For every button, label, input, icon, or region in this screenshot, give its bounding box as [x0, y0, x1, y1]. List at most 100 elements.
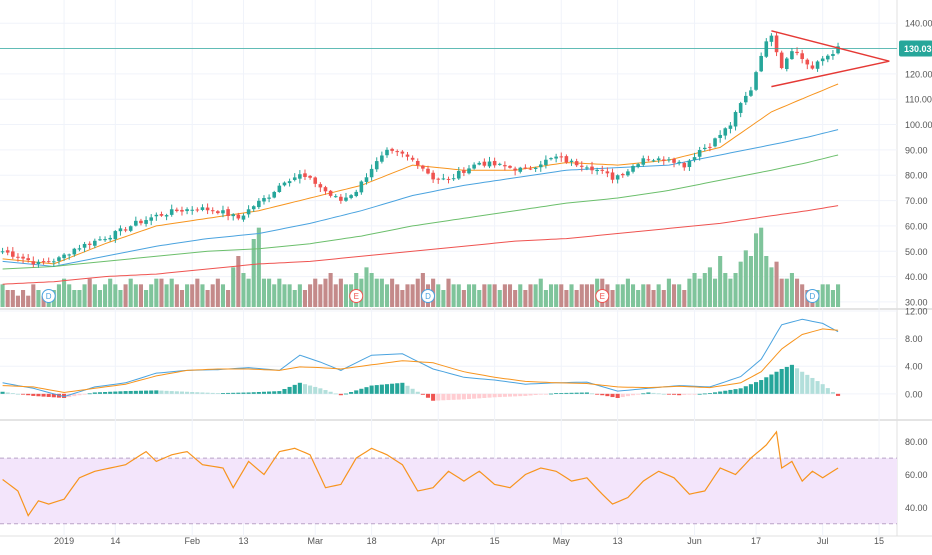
candle-body [559, 156, 564, 158]
candle-body [421, 165, 425, 169]
candle-body [677, 161, 681, 163]
volume-bar [723, 273, 728, 307]
candle-body [231, 214, 236, 217]
macd-histogram-bar [671, 393, 677, 395]
triangle-drawing[interactable] [771, 30, 890, 88]
macd-histogram-bar [548, 393, 554, 395]
macd-histogram-bar [630, 393, 636, 396]
event-marker[interactable] [349, 289, 364, 303]
candle-body [523, 167, 528, 169]
candle-body [72, 248, 77, 255]
macd-histogram-bar [226, 392, 231, 394]
event-marker[interactable] [41, 289, 56, 303]
volume-bar [651, 290, 656, 307]
candle-body [87, 243, 92, 245]
volume-bar [67, 284, 72, 307]
candle-body [98, 239, 102, 241]
candle-body [390, 148, 394, 151]
candle-body [503, 165, 507, 167]
event-label: E [354, 292, 359, 301]
volume-bar [574, 290, 579, 307]
volume-bar [702, 273, 707, 307]
time-tick-label: Mar [307, 536, 323, 546]
macd-histogram-bar [354, 390, 359, 394]
macd-histogram-bar [830, 391, 835, 394]
triangle-pattern-line [771, 30, 890, 88]
volume-bar [774, 261, 779, 307]
volume-bar [169, 278, 174, 307]
volume-bar [794, 278, 800, 307]
macd-histogram-bar [379, 384, 384, 394]
candle-body [810, 65, 815, 69]
candle-body [482, 161, 487, 166]
candle-body [282, 182, 287, 186]
signal-line [2, 328, 839, 394]
candle-body [595, 169, 599, 172]
candle-body [631, 166, 635, 172]
macd-histogram-bar [333, 393, 338, 395]
macd-histogram-bar [369, 385, 374, 394]
candle-body [128, 226, 133, 231]
event-marker[interactable] [595, 289, 610, 303]
volume-bar [830, 290, 835, 307]
macd-histogram-bar [128, 390, 133, 394]
macd-histogram-bar [113, 391, 118, 394]
candle-body [441, 178, 446, 180]
candle-body [702, 147, 707, 149]
volume-bar [564, 290, 569, 307]
candle-body [395, 151, 400, 153]
macd-histogram-bar [185, 391, 190, 394]
macd-histogram-bar [810, 377, 815, 394]
candle-body [303, 173, 307, 177]
volume-bar [646, 284, 651, 307]
volume-bar [133, 284, 138, 307]
candle-body [67, 254, 71, 256]
volume-bar [477, 290, 482, 307]
ma-20-line [2, 83, 839, 265]
volume-bar [282, 284, 287, 307]
candle-body [93, 240, 97, 246]
macd-histogram-bar [774, 371, 779, 394]
macd-histogram-bar [359, 388, 364, 394]
volume-bar [789, 273, 794, 307]
macd-histogram-bar [743, 386, 748, 394]
volume-bar [589, 284, 595, 307]
candle-body [144, 220, 148, 224]
volume-bar [97, 290, 103, 307]
candle-body [251, 206, 256, 210]
time-tick-label: Jun [687, 536, 702, 546]
macd-histogram-bar [179, 391, 185, 394]
candle-body [697, 150, 702, 157]
volume-bar [420, 273, 425, 307]
volume-bar [415, 278, 420, 307]
macd-histogram-bar [15, 393, 20, 395]
volume-bar [630, 284, 636, 307]
volume-bar [641, 284, 646, 307]
candle-body [518, 167, 523, 172]
candle-body [790, 51, 794, 60]
price-tick-label: 140.00 [905, 19, 932, 29]
macd-histogram-bar [87, 393, 92, 395]
volume-bar [56, 284, 61, 307]
price-tick-label: 50.00 [905, 247, 928, 257]
volume-bar [92, 284, 97, 307]
event-marker[interactable] [805, 289, 820, 303]
candle-body [11, 251, 15, 257]
event-marker[interactable] [420, 289, 435, 303]
candle-body [185, 209, 189, 212]
volume-bar [246, 278, 251, 307]
macd-histogram-bar [302, 384, 308, 394]
price-candles [0, 32, 897, 268]
candle-body [139, 220, 143, 224]
volume-bar [677, 284, 682, 307]
event-label: D [810, 292, 816, 301]
volume-bar [733, 273, 738, 307]
macd-histogram-bar [692, 393, 697, 395]
macd-histogram-bar [364, 387, 369, 394]
candle-body [431, 172, 435, 180]
macd-histogram-bar [533, 393, 538, 395]
macd-histogram-bar [400, 382, 405, 394]
